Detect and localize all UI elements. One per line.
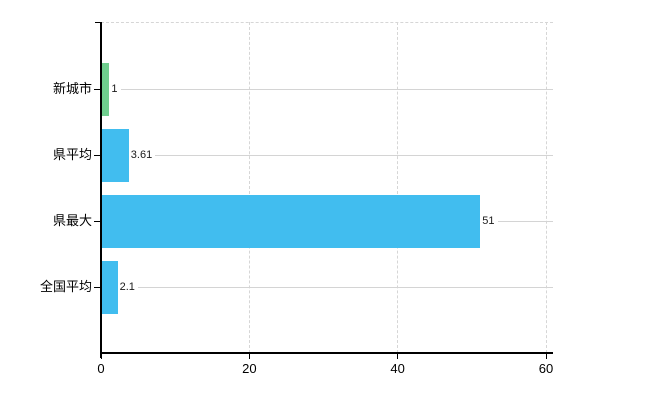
y-axis-tick [94,287,101,288]
y-axis [100,22,102,358]
row-gridline [137,286,553,288]
x-tick-label: 0 [97,361,105,376]
row-gridline [155,154,553,156]
bar [102,260,118,314]
value-row: 2.1 [120,280,553,294]
value-row: 3.61 [131,148,553,162]
x-axis-tick [248,354,250,359]
bar-value-label: 1 [111,83,118,95]
x-tick-label: 40 [390,361,405,376]
bar-value-label: 2.1 [119,281,135,293]
x-tick-label: 60 [538,361,554,376]
y-axis-top-tick [95,22,101,23]
bar-value-label: 3.61 [130,149,153,161]
y-axis-tick [94,155,101,156]
row-gridline [497,220,553,222]
category-label: 県最大 [52,213,92,228]
x-axis-tick [397,354,399,359]
category-label: 県平均 [52,147,92,162]
x-axis-tick [545,354,547,359]
x-axis [100,352,553,354]
value-row: 1 [111,82,553,96]
category-label: 新城市 [52,81,92,96]
gridline-vertical [397,22,399,353]
bar [102,62,110,116]
bar [102,194,481,248]
bar [102,128,129,182]
gridline-vertical [248,22,250,353]
plot-top-border [101,22,553,23]
value-row: 51 [482,214,553,228]
x-tick-label: 20 [242,361,257,376]
category-label: 全国平均 [39,279,92,294]
gridline-vertical [545,22,547,353]
y-axis-tick [94,89,101,90]
row-gridline [120,88,553,90]
bar-value-label: 51 [482,215,495,227]
x-axis-tick [100,354,102,359]
y-axis-tick [94,221,101,222]
